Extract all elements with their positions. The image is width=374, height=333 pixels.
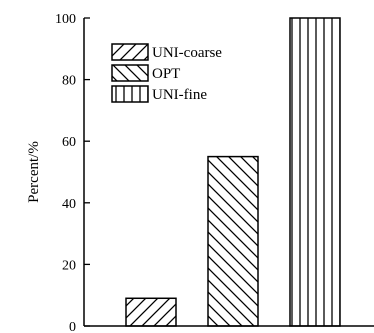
bar-uni-fine bbox=[289, 17, 341, 327]
legend: UNI-coarse OPT UNI-fine bbox=[111, 43, 222, 103]
y-tick-label: 0 bbox=[69, 320, 76, 333]
y-ticks: 0 20 40 60 80 100 bbox=[55, 12, 90, 333]
y-tick-label: 60 bbox=[62, 135, 76, 150]
legend-label: OPT bbox=[152, 66, 180, 82]
y-tick-label: 80 bbox=[62, 74, 76, 89]
bars bbox=[125, 17, 341, 327]
y-tick-label: 100 bbox=[55, 12, 76, 27]
y-tick-label: 20 bbox=[62, 258, 76, 273]
y-axis-label: Percent/% bbox=[26, 141, 42, 203]
y-tick-label: 40 bbox=[62, 197, 76, 212]
bar-opt bbox=[207, 155, 259, 327]
legend-label: UNI-coarse bbox=[152, 45, 222, 61]
legend-swatch-opt bbox=[111, 64, 149, 82]
legend-swatch-uni-coarse bbox=[111, 43, 149, 61]
y-axis: 0 20 40 60 80 100 bbox=[55, 12, 90, 333]
bar-uni-coarse bbox=[125, 297, 177, 327]
legend-label: UNI-fine bbox=[152, 87, 207, 103]
legend-swatch-uni-fine bbox=[111, 85, 149, 103]
